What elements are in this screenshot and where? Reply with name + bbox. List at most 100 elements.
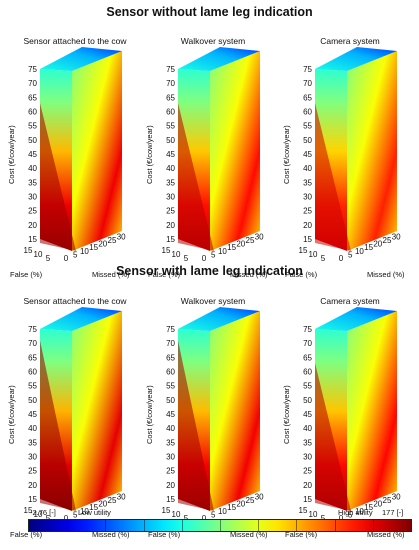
panel-title: Camera system [320,36,380,46]
false-axis-label: False (%) [148,270,181,279]
missed-tick-label: 10 [80,507,89,516]
false-tick-label: 10 [34,250,43,259]
cost-tick-label: 35 [303,178,312,187]
missed-axis-label: Missed (%) [367,530,405,539]
false-tick-label: 15 [299,506,308,515]
peak-region [315,103,351,251]
missed-tick-label: 10 [218,507,227,516]
cost-tick-label: 55 [166,122,175,131]
missed-tick-label: 25 [383,496,392,505]
false-tick-label: 10 [309,250,318,259]
false-tick-label: 15 [162,246,171,255]
cost-tick-label: 30 [166,193,175,202]
colorbar-legend: -2.76 [-] Low utility High utility 177 [… [0,508,419,550]
cost-tick-label: 60 [303,108,312,117]
cost-tick-label: 60 [28,368,37,377]
cost-tick-label: 50 [166,136,175,145]
cost-tick-label: 45 [28,150,37,159]
cost-tick-label: 35 [28,438,37,447]
cost-tick-label: 15 [28,495,37,504]
top-face [40,47,122,71]
missed-tick-label: 10 [218,247,227,256]
cost-tick-label: 60 [166,108,175,117]
cost-tick-label: 50 [303,396,312,405]
cost-tick-label: 20 [28,481,37,490]
colorbar-tick [220,520,221,531]
top-face [315,307,397,331]
panel-title: Walkover system [180,36,246,46]
cost-tick-label: 75 [28,325,37,334]
false-axis-label: False (%) [148,530,181,539]
cost-tick-label: 75 [28,65,37,74]
colorbar-low-label: Low utility [78,508,111,517]
right-face [72,311,122,511]
panel-0-0: Sensor attached to the cow 15 20 25 30 35 40 45… [7,36,140,279]
missed-tick-label: 25 [246,496,255,505]
section-title-with-indication: Sensor with lame leg indication [116,264,303,278]
missed-tick-label: 30 [392,232,401,241]
cost-axis-label: Cost (€/cow/year) [145,125,154,184]
cost-tick-label: 55 [166,382,175,391]
missed-tick-label: 15 [89,503,98,512]
cost-tick-label: 15 [303,235,312,244]
missed-tick-label: 25 [108,236,117,245]
top-face [40,307,122,331]
missed-tick-label: 0 [339,254,344,263]
cost-tick-label: 25 [303,467,312,476]
cost-tick-label: 65 [166,353,175,362]
cost-tick-label: 70 [303,79,312,88]
cost-tick-label: 55 [303,122,312,131]
colorbar-tick [181,520,183,531]
missed-tick-label: 0 [202,514,207,523]
cost-tick-label: 60 [28,108,37,117]
missed-tick-label: 30 [255,492,264,501]
colorbar-tick [258,520,260,531]
peak-region [315,363,351,511]
cost-tick-label: 15 [166,495,175,504]
top-face [315,47,397,71]
missed-tick-label: 20 [98,500,107,509]
cost-tick-label: 30 [303,193,312,202]
colorbar-tick [105,520,107,531]
missed-tick-label: 15 [89,243,98,252]
cost-tick-label: 45 [303,410,312,419]
cost-tick-label: 30 [166,453,175,462]
false-axis-label: False (%) [285,530,318,539]
missed-tick-label: 30 [117,492,126,501]
missed-tick-label: 20 [236,500,245,509]
section-title-without-indication: Sensor without lame leg indication [106,5,313,19]
panel-1-1: Walkover system 15 20 25 30 35 40 45 50 55 60 65 70 7… [145,296,278,539]
false-axis-label: False (%) [10,530,43,539]
false-tick-label: 15 [162,506,171,515]
cost-tick-label: 20 [303,221,312,230]
peak-region [178,103,214,251]
cost-tick-label: 30 [28,453,37,462]
cost-tick-label: 65 [166,93,175,102]
panel-title: Sensor attached to the cow [23,36,127,46]
cost-tick-label: 70 [166,339,175,348]
missed-tick-label: 15 [364,243,373,252]
peak-region [178,340,214,511]
missed-tick-label: 30 [392,492,401,501]
cost-tick-label: 30 [28,193,37,202]
peak-region [40,103,76,251]
panel-1-2: Camera system 15 20 25 30 35 40 45 50 55 60 65 70 75 C… [282,296,415,539]
panel-title: Sensor attached to the cow [23,296,127,306]
top-face [178,307,260,331]
right-face [347,311,397,511]
cost-tick-label: 20 [166,481,175,490]
panel-0-1: Walkover system 15 20 25 30 35 40 45 50 55 60 65 70 7… [145,36,278,279]
cost-tick-label: 15 [166,235,175,244]
missed-tick-label: 5 [348,250,353,259]
cost-tick-label: 75 [166,65,175,74]
cost-axis-label: Cost (€/cow/year) [282,385,291,444]
missed-tick-label: 5 [73,510,78,519]
cost-tick-label: 35 [166,438,175,447]
missed-tick-label: 20 [373,500,382,509]
cost-tick-label: 75 [166,325,175,334]
cost-tick-label: 65 [28,93,37,102]
false-tick-label: 10 [172,510,181,519]
cost-tick-label: 60 [303,368,312,377]
